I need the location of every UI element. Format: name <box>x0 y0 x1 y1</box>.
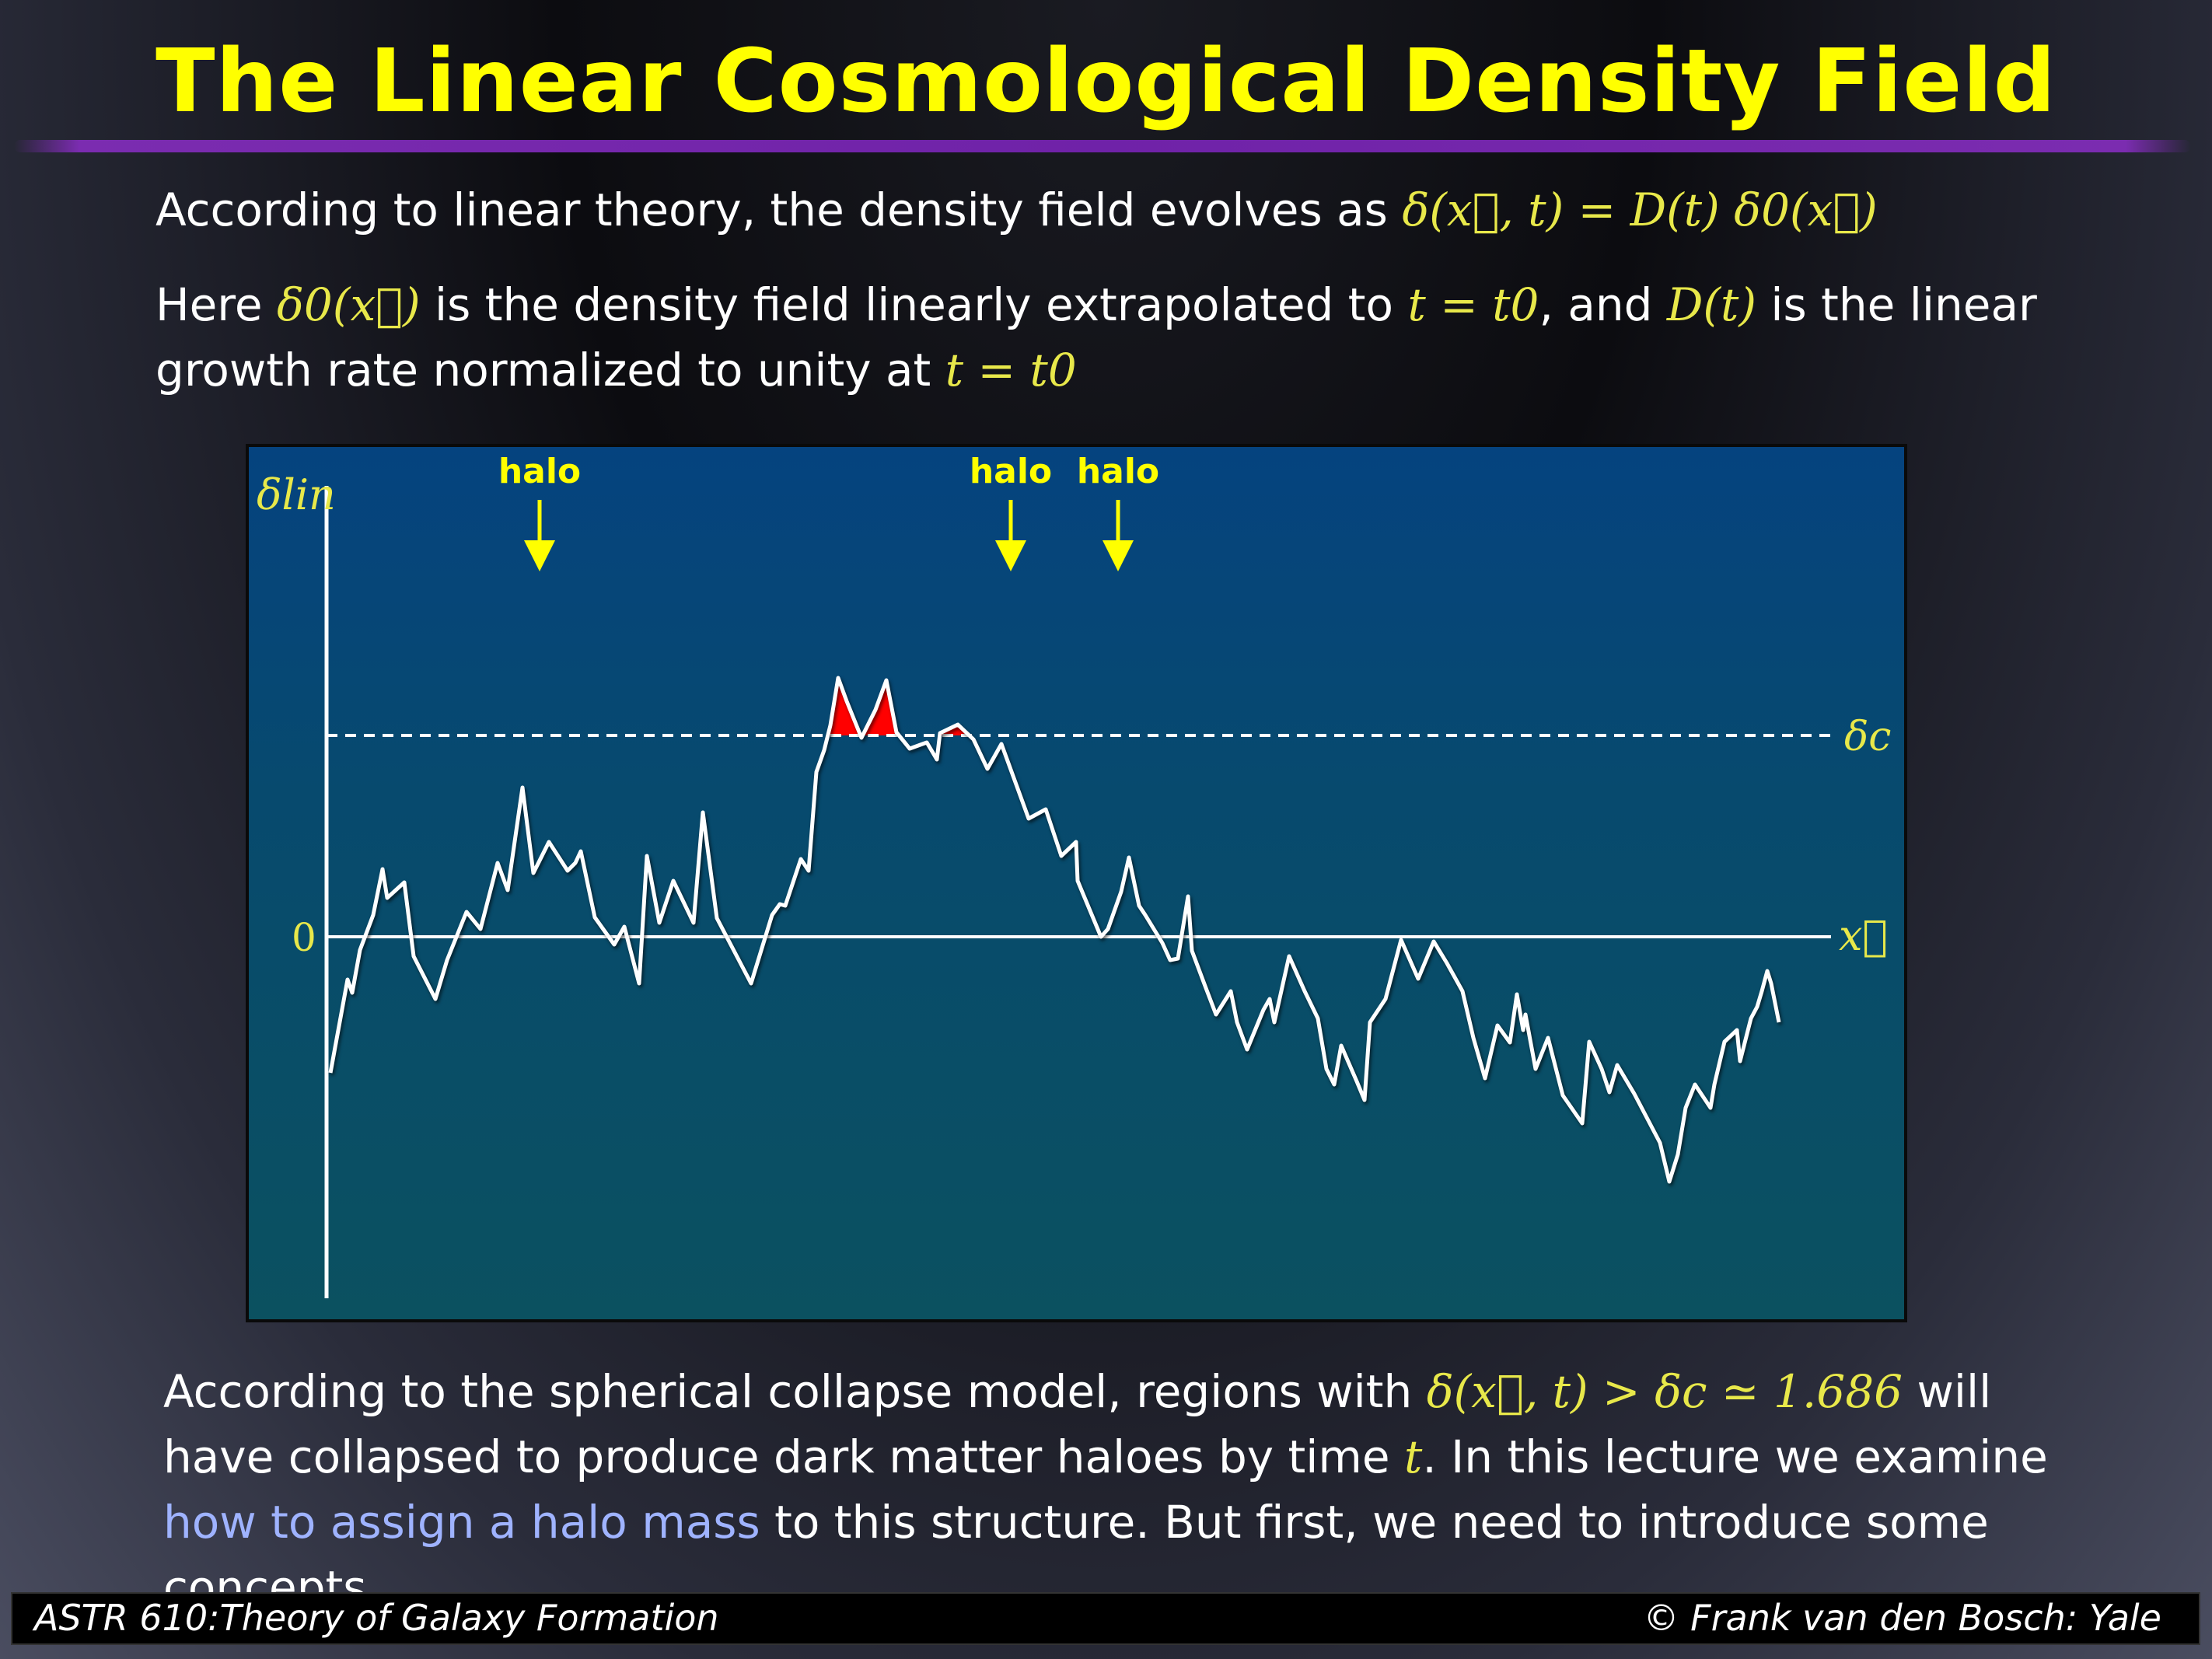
halo-mass-link[interactable]: how to assign a halo mass <box>163 1496 760 1549</box>
def-text-c: , and <box>1539 278 1653 331</box>
collapse-condition: δ(x⃗, t) > δc ≃ 1.686 <box>1426 1365 1903 1418</box>
halo-label: halo <box>498 452 581 491</box>
halo-marker-3: halo <box>1077 452 1159 571</box>
collapse-paragraph: According to the spherical collapse mode… <box>163 1359 2107 1620</box>
def-text-b: is the density field linearly extrapolat… <box>435 278 1394 331</box>
y-axis-label: δlin <box>257 470 336 519</box>
density-field-figure: δlin x⃗ 0 δc halo halo halo <box>246 444 1907 1322</box>
halo-marker-1: halo <box>498 452 581 571</box>
author-credit: © Frank van den Bosch: Yale <box>1643 1597 2161 1639</box>
x-axis-label: x⃗ <box>1839 911 1888 960</box>
halo-label: halo <box>970 452 1052 491</box>
intro-text: According to linear theory, the density … <box>156 183 1388 236</box>
footer-bar: ASTR 610:Theory of Galaxy Formation © Fr… <box>11 1592 2200 1645</box>
t-equals-t0-b: t = t0 <box>945 344 1077 396</box>
growth-rate-symbol: D(t) <box>1666 278 1756 331</box>
slide-title: The Linear Cosmological Density Field <box>156 31 2056 132</box>
zero-label: 0 <box>292 915 316 960</box>
halo-region <box>862 680 900 735</box>
delta0-symbol: δ0(x⃗) <box>277 278 421 331</box>
halo-label: halo <box>1077 452 1159 491</box>
t-equals-t0-a: t = t0 <box>1407 278 1539 331</box>
evolution-equation: δ(x⃗, t) = D(t) δ0(x⃗) <box>1402 183 1878 236</box>
course-name: ASTR 610:Theory of Galaxy Formation <box>34 1597 719 1639</box>
collapse-text-c: . In this lecture we examine <box>1422 1430 2048 1483</box>
intro-paragraph: According to linear theory, the density … <box>156 177 2099 243</box>
threshold-label: δc <box>1844 714 1891 760</box>
collapse-text-b: will have collapsed to produce dark matt… <box>163 1365 1992 1483</box>
halo-marker-2: halo <box>970 452 1052 571</box>
collapse-text-a: According to the spherical collapse mode… <box>163 1365 1413 1418</box>
title-underline <box>14 140 2191 152</box>
density-field-plot: δlin x⃗ 0 δc halo halo halo <box>257 452 1891 1298</box>
density-curve <box>328 676 1781 1184</box>
def-text-a: Here <box>156 278 263 331</box>
def-text-d: is the linear growth rate normalized to … <box>156 278 2037 396</box>
time-symbol: t <box>1404 1430 1423 1483</box>
definition-paragraph: Here δ0(x⃗) is the density field linearl… <box>156 272 2099 403</box>
halo-region <box>939 725 970 735</box>
